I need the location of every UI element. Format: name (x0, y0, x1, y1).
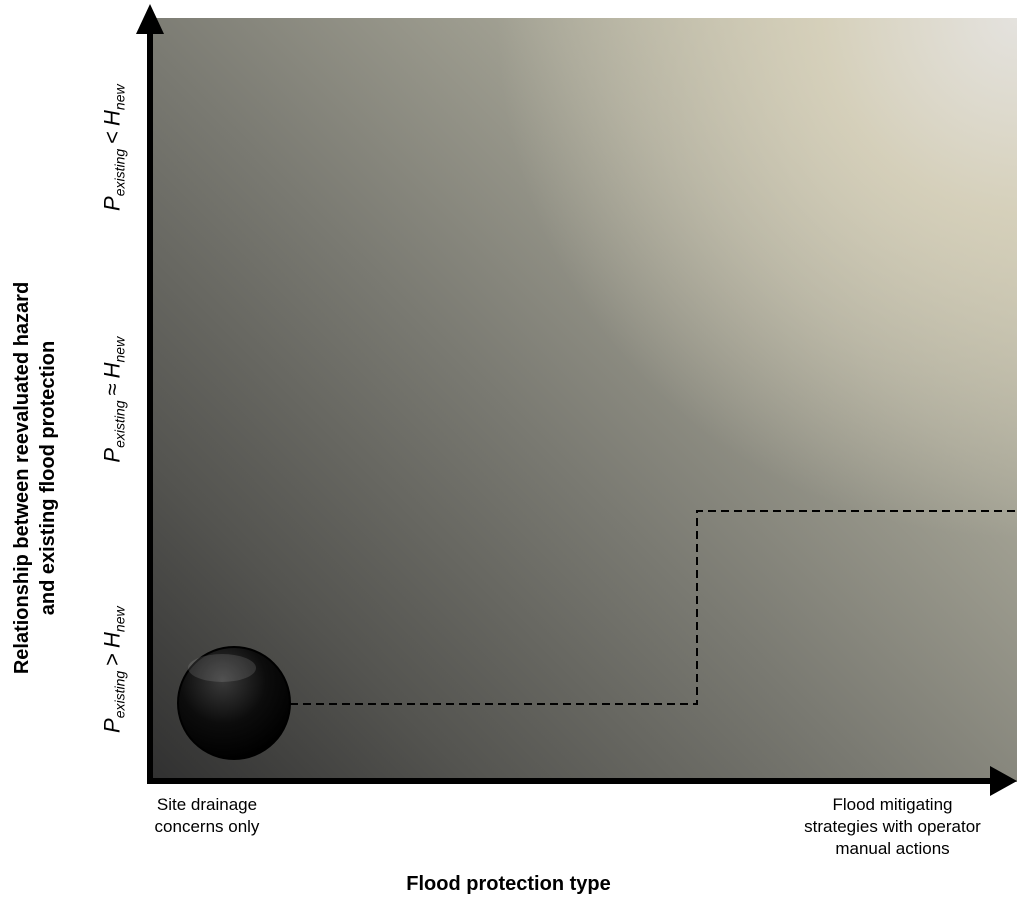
y-level-less-h: H (99, 110, 125, 126)
y-level-less-operator: < (99, 130, 125, 144)
x-axis-right-label: Flood mitigating strategies with operato… (770, 794, 1015, 860)
x-axis-right-label-line-3: manual actions (835, 839, 950, 858)
x-axis-title: Flood protection type (406, 873, 611, 895)
y-axis-arrowhead (136, 4, 164, 34)
x-axis-left-label-line-2: concerns only (154, 817, 260, 836)
marker-circle (177, 646, 291, 760)
y-axis-title-line-1: Relationship between reevaluated hazard (11, 281, 33, 675)
dashed-boundary-line (290, 510, 1017, 705)
y-level-greater-p-sub: existing (111, 670, 128, 719)
y-level-greater-h: H (99, 632, 125, 648)
marker-highlight (188, 654, 256, 682)
x-axis-arrowhead (990, 766, 1017, 796)
y-level-approx: Pexisting ≈ Hnew (99, 280, 132, 520)
y-axis-title: Relationship between reevaluated hazard … (9, 128, 61, 828)
y-level-less: Pexisting < Hnew (99, 28, 132, 268)
x-axis-left-label-line-1: Site drainage (156, 795, 258, 814)
y-level-less-h-sub: new (111, 84, 128, 111)
y-level-approx-p: P (99, 447, 125, 463)
y-level-greater-h-sub: new (111, 606, 128, 633)
y-level-greater-operator: > (99, 652, 125, 666)
y-level-less-p-sub: existing (111, 148, 128, 197)
y-level-approx-operator: ≈ (99, 383, 125, 396)
x-axis-left-label: Site drainage concerns only (132, 794, 282, 838)
y-level-approx-h: H (99, 362, 125, 379)
y-level-greater: Pexisting > Hnew (99, 550, 132, 790)
plot-area (150, 18, 1017, 782)
y-level-less-p: P (99, 196, 125, 211)
y-level-approx-h-sub: new (111, 336, 128, 363)
x-axis-right-label-line-1: Flood mitigating (832, 795, 953, 814)
y-level-greater-p: P (99, 718, 125, 733)
y-level-approx-p-sub: existing (111, 400, 128, 448)
y-axis-title-line-2: and existing flood protection (37, 340, 59, 616)
x-axis-right-label-line-2: strategies with operator (804, 817, 981, 836)
